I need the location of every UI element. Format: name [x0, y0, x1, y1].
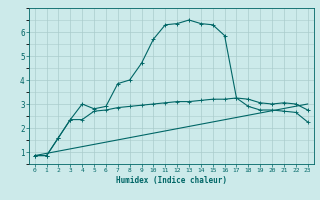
X-axis label: Humidex (Indice chaleur): Humidex (Indice chaleur): [116, 176, 227, 185]
